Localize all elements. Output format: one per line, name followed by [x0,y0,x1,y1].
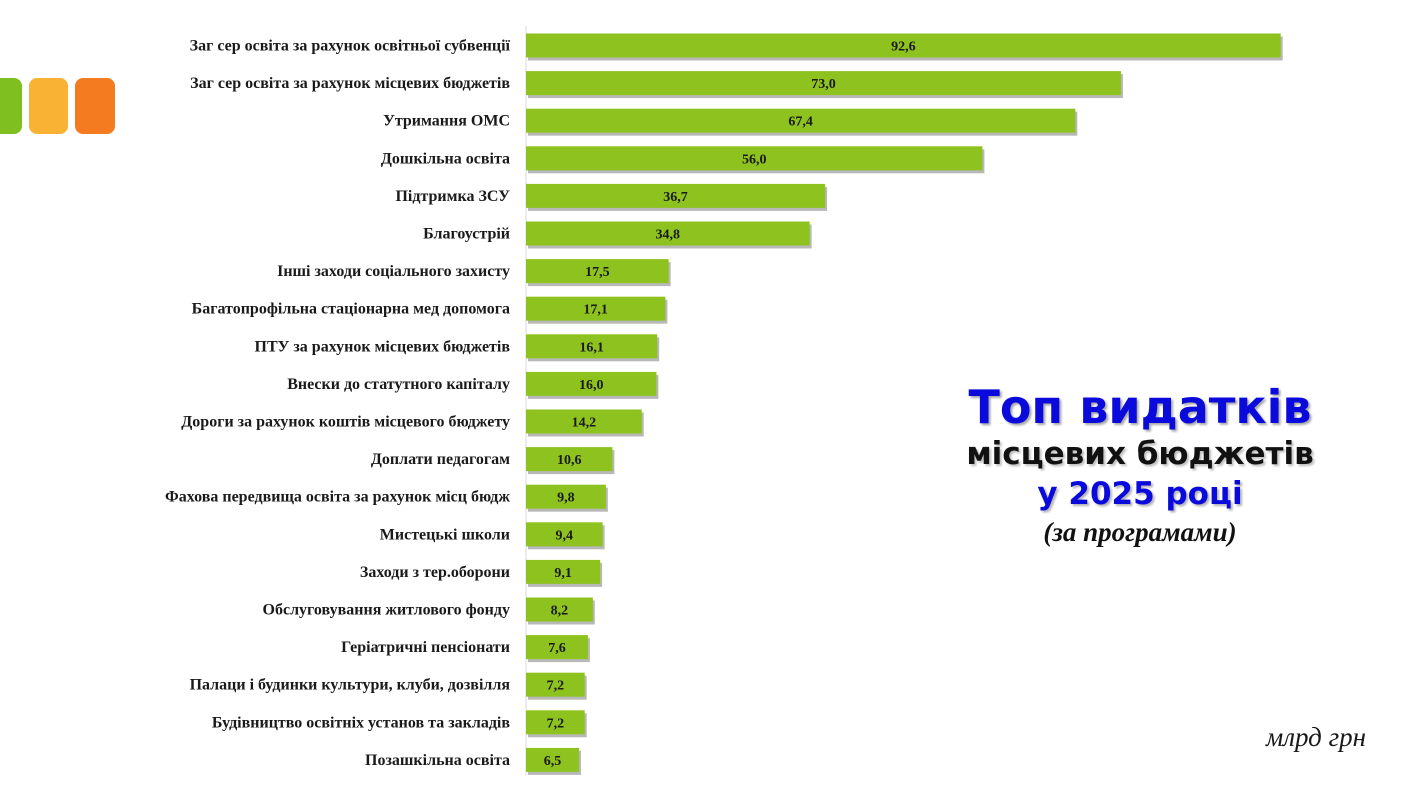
bar-group: Палаци і будинки культури, клуби, дозвіл… [190,672,587,700]
value-label: 10,6 [557,453,582,468]
value-label: 6,5 [544,754,562,769]
bar-group: Багатопрофільна стаціонарна мед допомога… [192,296,668,324]
bar [526,747,579,772]
bar-group: Геріатричні пенсіонати 7,6 [341,635,590,663]
bar-group: Будівництво освітніх установ та закладів… [212,710,587,738]
category-label: Заходи з тер.оборони [360,564,510,581]
value-label: 67,4 [788,115,813,130]
decor-square-green [0,78,22,134]
value-label: 17,1 [583,303,608,318]
bar [526,484,606,509]
bar-group: Заг сер освіта за рахунок місцевих бюдже… [190,71,1123,99]
heading-line-4: (за програмами) [1043,517,1237,547]
value-label: 16,1 [579,340,604,355]
bar [526,334,658,359]
category-label: Доплати педагогам [371,451,510,468]
value-label: 16,0 [579,378,604,393]
bar-group: ПТУ за рахунок місцевих бюджетів 16,1 [255,334,660,362]
value-label: 36,7 [663,190,688,205]
bar-group: Заг сер освіта за рахунок освітньої субв… [190,33,1283,61]
bar-group: Утримання ОМС 67,4 [383,108,1078,136]
value-label: 34,8 [656,228,681,243]
category-label: Заг сер освіта за рахунок місцевих бюдже… [190,75,510,92]
bar [526,183,826,208]
category-label: ПТУ за рахунок місцевих бюджетів [255,338,511,355]
bar-group: Заходи з тер.оборони 9,1 [360,559,603,587]
value-label: 8,2 [551,604,569,619]
bar [526,710,585,735]
value-label: 7,2 [547,716,565,731]
category-label: Внески до статутного капіталу [287,376,510,393]
bar [526,221,810,246]
category-label: Багатопрофільна стаціонарна мед допомога [192,301,510,318]
bar [526,597,593,622]
bar [526,409,642,434]
category-label: Інші заходи соціального захисту [277,263,510,280]
category-label: Геріатричні пенсіонати [341,639,510,656]
bar-group: Благоустрій 34,8 [423,221,812,249]
bar-group: Внески до статутного капіталу 16,0 [287,371,659,399]
category-label: Заг сер освіта за рахунок освітньої субв… [190,38,511,55]
bar-group: Фахова передвища освіта за рахунок місц … [165,484,608,512]
category-label: Обслуговування житлового фонду [263,602,510,619]
bar-group: Мистецькі школи 9,4 [380,522,605,550]
value-label: 7,2 [547,679,565,694]
bar-group: Дороги за рахунок коштів місцевого бюдже… [181,409,644,437]
bar [526,522,603,547]
heading-line-1: Топ видатків [968,380,1312,434]
category-label: Будівництво освітніх установ та закладів [212,714,510,731]
bar-group: Дошкільна освіта 56,0 [381,146,985,174]
value-label: 56,0 [742,152,767,167]
value-label: 9,4 [556,528,574,543]
category-label: Дороги за рахунок коштів місцевого бюдже… [181,414,510,431]
bar [526,146,983,171]
bar-group: Позашкільна освіта 6,5 [365,747,581,775]
bar [526,371,657,396]
value-label: 14,2 [572,416,597,431]
value-label: 17,5 [585,265,610,280]
category-label: Мистецькі школи [380,526,510,543]
value-label: 9,1 [554,566,572,581]
bar-group: Обслуговування житлового фонду 8,2 [263,597,595,625]
value-label: 9,8 [557,491,575,506]
bar [526,259,669,284]
decor-square-yellow [29,78,68,134]
bar [526,635,588,660]
bar [526,672,585,697]
decor-square-orange [75,78,115,134]
bar [526,447,613,472]
bar [526,296,666,321]
bar-group: Інші заходи соціального захисту 17,5 [277,259,671,287]
category-label: Благоустрій [423,226,510,243]
category-label: Палаци і будинки культури, клуби, дозвіл… [190,677,511,694]
bar [526,33,1281,58]
bar [526,108,1076,133]
category-label: Підтримка ЗСУ [395,188,510,205]
bar-group: Підтримка ЗСУ 36,7 [395,183,828,211]
value-label: 73,0 [811,77,836,92]
value-label: 92,6 [891,40,916,55]
chart-heading: Топ видатків місцевих бюджетів у 2025 ро… [905,380,1375,550]
heading-line-3: у 2025 році [1037,476,1243,512]
category-label: Фахова передвища освіта за рахунок місц … [165,489,510,506]
bar [526,71,1121,96]
unit-label: млрд грн [1266,722,1366,752]
category-label: Дошкільна освіта [381,150,510,167]
bar-group: Доплати педагогам 10,6 [371,447,615,475]
heading-line-2: місцевих бюджетів [966,436,1314,472]
value-label: 7,6 [548,641,566,656]
bar [526,559,601,584]
category-label: Позашкільна освіта [365,752,510,769]
category-label: Утримання ОМС [383,113,510,130]
